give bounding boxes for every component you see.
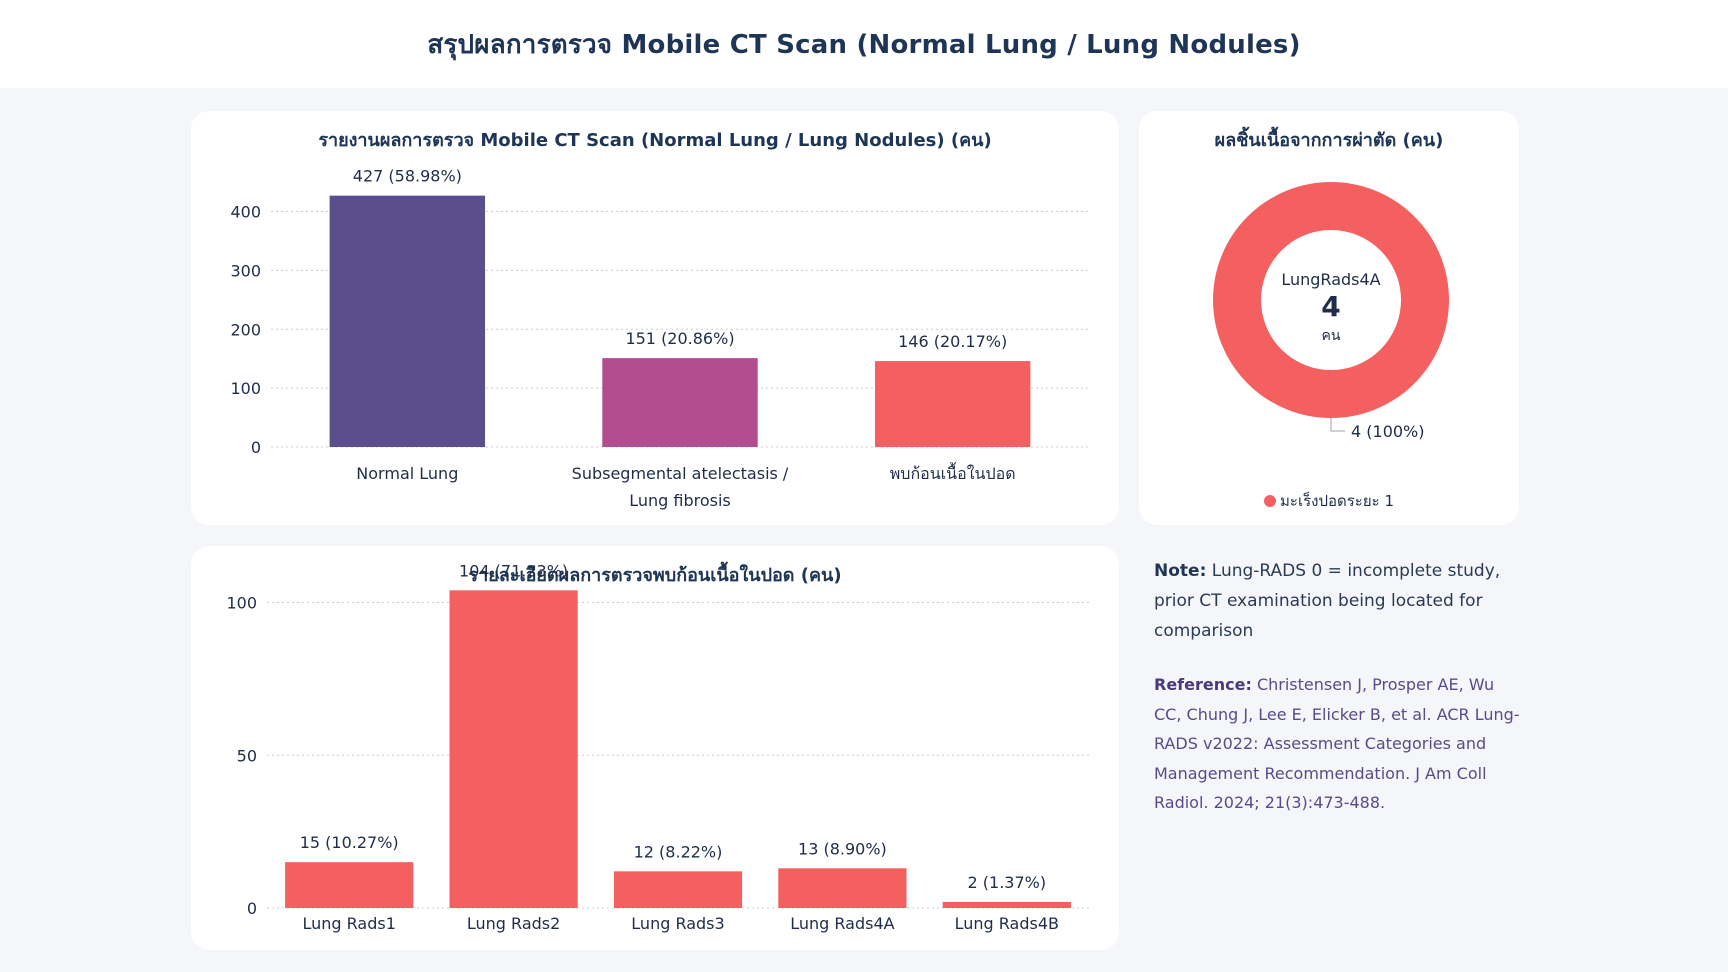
note-label: Note:: [1154, 561, 1207, 581]
biopsy-legend: มะเร็งปอดระยะ 1: [1139, 489, 1519, 513]
x-category-label: Lung Rads4B: [955, 914, 1059, 933]
summary-chart-title: รายงานผลการตรวจ Mobile CT Scan (Normal L…: [318, 130, 992, 151]
bar: [942, 901, 1071, 908]
notes-panel: Note: Lung-RADS 0 = incomplete study, pr…: [1154, 556, 1524, 818]
data-label: 2 (1.37%): [968, 873, 1047, 892]
slice-data-label: 4 (100%): [1351, 422, 1425, 441]
bar: [778, 868, 907, 908]
nodule-chart-title: รายละเอียดผลการตรวจพบก้อนเนื้อในปอด (คน): [468, 565, 842, 586]
x-category-label: Normal Lung: [356, 464, 458, 483]
note-text: Note: Lung-RADS 0 = incomplete study, pr…: [1154, 556, 1524, 646]
y-tick-label: 100: [226, 594, 257, 613]
biopsy-chart-title: ผลชิ้นเนื้อจากการผ่าตัด (คน): [1214, 130, 1444, 151]
data-label: 104 (71.23%): [459, 561, 568, 580]
data-label: 15 (10.27%): [300, 833, 399, 852]
page-header: สรุปผลการตรวจ Mobile CT Scan (Normal Lun…: [0, 0, 1728, 88]
bar: [874, 361, 1031, 447]
bar: [602, 358, 758, 447]
y-tick-label: 200: [230, 320, 261, 339]
legend-swatch: [1264, 495, 1276, 507]
summary-bar-chart: 0 100 200 300 400 427 (58.98%) Normal Lung 151 …: [230, 167, 1089, 510]
donut-slice: [1213, 182, 1449, 418]
bar: [613, 871, 743, 908]
y-tick-label: 0: [251, 438, 261, 457]
slice-leader-line: [1330, 418, 1345, 432]
data-label: 13 (8.90%): [798, 839, 887, 858]
bar: [329, 195, 486, 447]
donut-center-unit: คน: [1322, 328, 1341, 344]
data-label: 151 (20.86%): [625, 329, 734, 348]
reference-body: Christensen J, Prosper AE, Wu CC, Chung …: [1154, 675, 1520, 812]
data-label: 12 (8.22%): [634, 842, 723, 861]
nodule-bar-chart: 0 50 100 15 (10.27%) Lung Rads1 104 (71.23%) L…: [226, 561, 1089, 933]
x-category-label: Subsegmental atelectasis /: [572, 464, 789, 483]
y-tick-label: 0: [247, 899, 257, 918]
y-tick-label: 100: [230, 379, 261, 398]
page-title: สรุปผลการตรวจ Mobile CT Scan (Normal Lun…: [427, 29, 1301, 60]
y-tick-label: 50: [237, 746, 257, 765]
x-category-label: Lung Rads2: [467, 914, 560, 933]
reference-label: Reference:: [1154, 675, 1252, 694]
x-category-label: Lung Rads3: [631, 914, 724, 933]
x-category-label: Lung Rads4A: [790, 914, 894, 933]
nodule-detail-chart-card: รายละเอียดผลการตรวจพบก้อนเนื้อในปอด (คน)…: [191, 546, 1119, 950]
x-category-label: Lung Rads1: [302, 914, 395, 933]
bar: [285, 862, 414, 908]
donut-center-label: LungRads4A: [1281, 270, 1380, 289]
legend-label: มะเร็งปอดระยะ 1: [1280, 492, 1394, 510]
bar: [449, 590, 578, 908]
data-label: 427 (58.98%): [353, 167, 462, 186]
summary-bar-chart-card: รายงานผลการตรวจ Mobile CT Scan (Normal L…: [191, 111, 1119, 525]
donut-center-value: 4: [1321, 290, 1340, 323]
y-tick-label: 400: [230, 203, 261, 222]
note-body: Lung-RADS 0 = incomplete study, prior CT…: [1154, 561, 1501, 641]
y-tick-label: 300: [230, 261, 261, 280]
reference-text: Reference: Christensen J, Prosper AE, Wu…: [1154, 670, 1524, 818]
biopsy-donut-card: ผลชิ้นเนื้อจากการผ่าตัด (คน) 4 (100%) Lun…: [1139, 111, 1519, 525]
x-category-label: พบก้อนเนื้อในปอด: [890, 462, 1016, 483]
x-category-label: Lung fibrosis: [629, 491, 731, 510]
data-label: 146 (20.17%): [898, 332, 1007, 351]
